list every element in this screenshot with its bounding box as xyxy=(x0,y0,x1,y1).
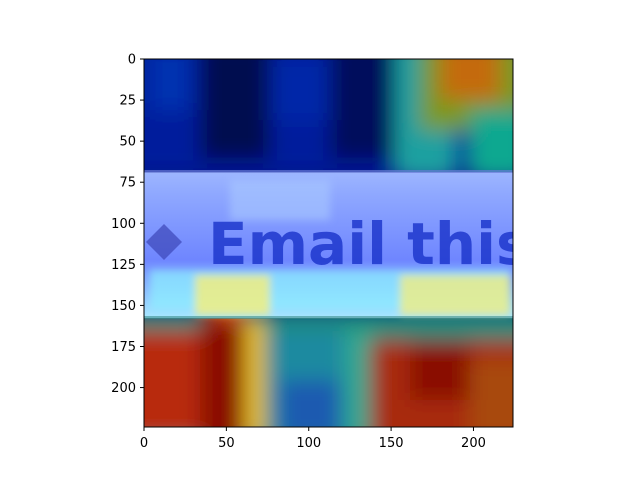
y-tick-label: 175 xyxy=(111,340,136,355)
plot-frame xyxy=(143,58,514,428)
y-axis: 0 25 50 75 100 125 150 175 200 xyxy=(111,53,144,396)
y-tick-label: 200 xyxy=(111,381,136,396)
x-tick-label: 150 xyxy=(379,436,404,451)
y-tick-label: 125 xyxy=(111,258,136,273)
x-tick-label: 50 xyxy=(218,436,235,451)
x-tick-label: 0 xyxy=(140,436,148,451)
x-tick-label: 100 xyxy=(296,436,321,451)
underlying-image-text: Email this xyxy=(208,210,531,278)
x-tick-label: 200 xyxy=(461,436,486,451)
diamond-glyph xyxy=(146,224,182,260)
heatmap-image: Email this xyxy=(144,59,531,427)
y-tick-label: 50 xyxy=(119,135,136,150)
y-tick-label: 75 xyxy=(119,176,136,191)
y-tick-label: 150 xyxy=(111,299,136,314)
y-tick-label: 25 xyxy=(119,94,136,109)
y-tick-label: 100 xyxy=(111,217,136,232)
y-tick-label: 0 xyxy=(128,53,136,68)
x-axis: 0 50 100 150 200 xyxy=(140,427,486,451)
